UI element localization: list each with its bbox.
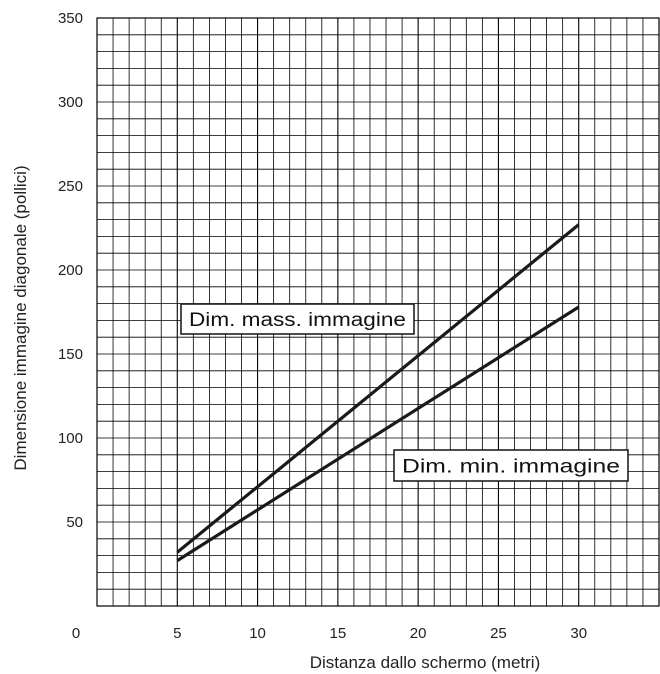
y-tick-label: 200 [58,262,83,279]
y-tick-label: 250 [58,178,83,195]
x-tick-label: 15 [330,625,347,642]
origin-label: 0 [72,625,80,642]
series-line-min [176,305,580,562]
legend-min-box [393,449,629,482]
legend-max-box [180,303,415,335]
y-tick-label: 100 [58,430,83,447]
x-tick-label: 20 [410,625,427,642]
y-tick-label: 150 [58,346,83,363]
x-axis-label: Distanza dallo schermo (metri) [310,653,541,672]
series-lines [176,223,580,562]
x-tick-label: 10 [249,625,266,642]
series-line-max [176,223,580,554]
plot-frame [96,17,660,607]
plot-border [96,17,660,607]
legend-min-label: Dim. min. immagine [402,457,620,478]
legend-max: Dim. mass. immagine [180,303,415,335]
y-axis-label: Dimensione immagine diagonale (pollici) [11,165,30,470]
x-tick-label: 30 [570,625,587,642]
y-tick-label: 350 [58,10,83,27]
x-tick-label: 25 [490,625,507,642]
tick-labels: 5 10 15 20 25 30 50 100 150 200 250 300 350 [58,10,587,642]
y-tick-label: 50 [66,514,83,531]
legend-min: Dim. min. immagine [393,449,629,482]
x-tick-label: 5 [173,625,181,642]
y-tick-label: 300 [58,94,83,111]
legend-max-label: Dim. mass. immagine [189,310,406,331]
